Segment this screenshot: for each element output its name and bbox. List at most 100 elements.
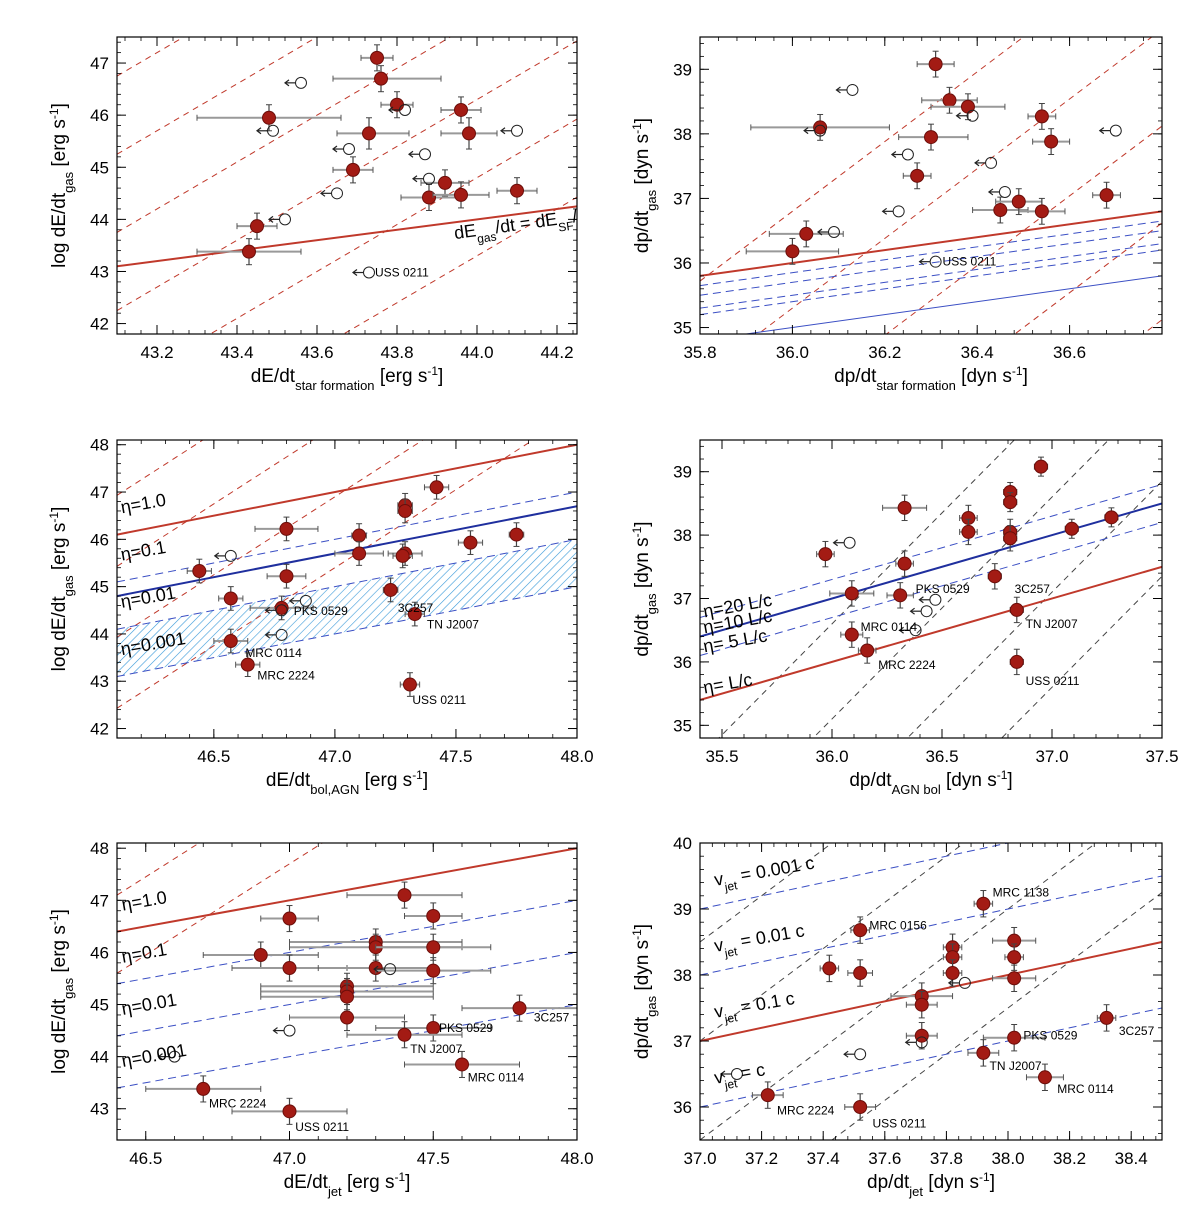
source-label: MRC 2224 bbox=[257, 669, 315, 683]
data-marker bbox=[914, 1028, 929, 1043]
y-tick-label: 47 bbox=[90, 54, 109, 73]
data-point bbox=[1025, 1063, 1064, 1091]
limit-arrowhead bbox=[412, 175, 418, 183]
x-tick-label: 43.6 bbox=[300, 343, 333, 362]
data-point bbox=[745, 237, 840, 265]
upper-limit bbox=[264, 628, 288, 641]
x-tick-label: 43.4 bbox=[220, 343, 253, 362]
data-marker bbox=[924, 130, 938, 145]
y-tick-label: 48 bbox=[90, 839, 109, 858]
relation-line bbox=[700, 502, 1162, 638]
data-marker bbox=[426, 940, 441, 955]
relation-line bbox=[117, 443, 577, 536]
upper-limit bbox=[881, 205, 905, 218]
data-marker bbox=[818, 547, 833, 562]
data-marker bbox=[374, 71, 388, 86]
data-marker bbox=[976, 896, 991, 911]
data-point bbox=[397, 498, 413, 524]
data-point bbox=[440, 96, 482, 124]
data-point bbox=[750, 113, 890, 141]
y-tick-label: 44 bbox=[90, 625, 109, 644]
relation-line bbox=[742, 275, 1162, 334]
plot-area: 3C257 PKS 0529 TN J2007 MRC 0114 MRC 2224 USS… bbox=[117, 440, 577, 709]
red-dashed-line bbox=[117, 40, 577, 311]
data-marker bbox=[1104, 510, 1119, 525]
y-tick-label: 47 bbox=[90, 483, 109, 502]
y-axis-label: dp/dtgas [dyn s-1] bbox=[630, 118, 659, 253]
data-point bbox=[336, 117, 410, 150]
x-axis-label: dE/dtbol,AGN [erg s-1] bbox=[266, 768, 428, 797]
data-point bbox=[942, 959, 963, 987]
upper-limit bbox=[974, 156, 998, 169]
eta-label: η=0.01 bbox=[119, 583, 177, 612]
x-tick-label: 48.0 bbox=[560, 747, 593, 766]
data-point bbox=[457, 530, 484, 555]
limit-arrowhead bbox=[803, 127, 809, 135]
x-tick-label: 35.8 bbox=[683, 343, 716, 362]
y-tick-label: 40 bbox=[673, 834, 692, 853]
data-marker bbox=[897, 500, 912, 515]
x-tick-label: 44.2 bbox=[540, 343, 573, 362]
plot-area: 3C257 PKS 0529 TN J2007 MRC 0114 MRC 2224 USS… bbox=[117, 843, 577, 1134]
data-point bbox=[1027, 103, 1057, 130]
upper-limit bbox=[272, 1024, 296, 1037]
limit-arrowhead bbox=[987, 188, 994, 196]
y-tick-label: 36 bbox=[673, 1098, 692, 1117]
limit-arrowhead bbox=[816, 228, 823, 236]
plot-area: PKS 0529 3C257 TN J2007 MRC 0114 MRC 2224 USS… bbox=[700, 440, 1162, 738]
source-label: USS 0211 bbox=[295, 1120, 349, 1134]
y-tick-label: 38 bbox=[673, 966, 692, 985]
y-tick-label: 43 bbox=[90, 1100, 109, 1119]
data-marker bbox=[1034, 109, 1049, 124]
data-marker bbox=[993, 203, 1008, 218]
limit-arrowhead bbox=[408, 150, 414, 158]
source-label: MRC 0114 bbox=[245, 646, 302, 660]
data-point bbox=[266, 563, 307, 589]
source-label: TN J2007 bbox=[427, 617, 479, 631]
data-marker bbox=[813, 120, 828, 135]
upper-limit bbox=[918, 593, 942, 606]
data-marker bbox=[240, 657, 255, 672]
relation-line bbox=[117, 205, 577, 268]
limit-marker bbox=[985, 156, 998, 169]
source-label: USS 0211 bbox=[872, 1117, 926, 1131]
relation-line bbox=[700, 210, 1162, 277]
data-point bbox=[404, 902, 463, 930]
data-point bbox=[1009, 596, 1024, 624]
relation-line bbox=[117, 586, 577, 677]
data-point bbox=[982, 1024, 1046, 1052]
limit-arrowhead bbox=[332, 145, 338, 153]
data-point bbox=[231, 1097, 348, 1125]
plot-area: USS 0211 dEgas/dt = dESF/dt bbox=[117, 37, 577, 334]
relation-line bbox=[700, 843, 1011, 910]
y-tick-label: 37 bbox=[673, 189, 692, 208]
data-marker bbox=[853, 1100, 868, 1114]
x-tick-label: 37.0 bbox=[1035, 747, 1068, 766]
data-marker bbox=[960, 99, 975, 114]
limit-marker bbox=[920, 605, 933, 618]
data-point bbox=[905, 991, 938, 1019]
limit-arrowhead bbox=[835, 86, 841, 94]
data-point bbox=[496, 177, 538, 205]
data-marker bbox=[928, 57, 943, 72]
y-tick-label: 45 bbox=[90, 158, 109, 177]
data-marker bbox=[512, 1001, 527, 1016]
data-point bbox=[289, 1004, 405, 1032]
limit-arrowhead bbox=[947, 979, 954, 987]
y-tick-label: 44 bbox=[90, 1048, 109, 1067]
data-marker bbox=[785, 244, 800, 259]
x-tick-label: 38.2 bbox=[1053, 1149, 1086, 1168]
data-marker bbox=[282, 911, 297, 926]
data-marker bbox=[223, 634, 238, 649]
limit-arrowhead bbox=[157, 1053, 163, 1061]
limit-arrowhead bbox=[284, 79, 290, 87]
data-marker bbox=[279, 521, 294, 536]
data-point bbox=[987, 563, 1002, 590]
x-tick-label: 36.4 bbox=[961, 343, 994, 362]
data-point bbox=[768, 220, 844, 248]
relation-line bbox=[700, 941, 1162, 1042]
x-tick-label: 38.4 bbox=[1115, 1149, 1148, 1168]
data-point bbox=[916, 50, 955, 78]
y-tick-label: 46 bbox=[90, 943, 109, 962]
data-marker bbox=[1003, 495, 1018, 510]
